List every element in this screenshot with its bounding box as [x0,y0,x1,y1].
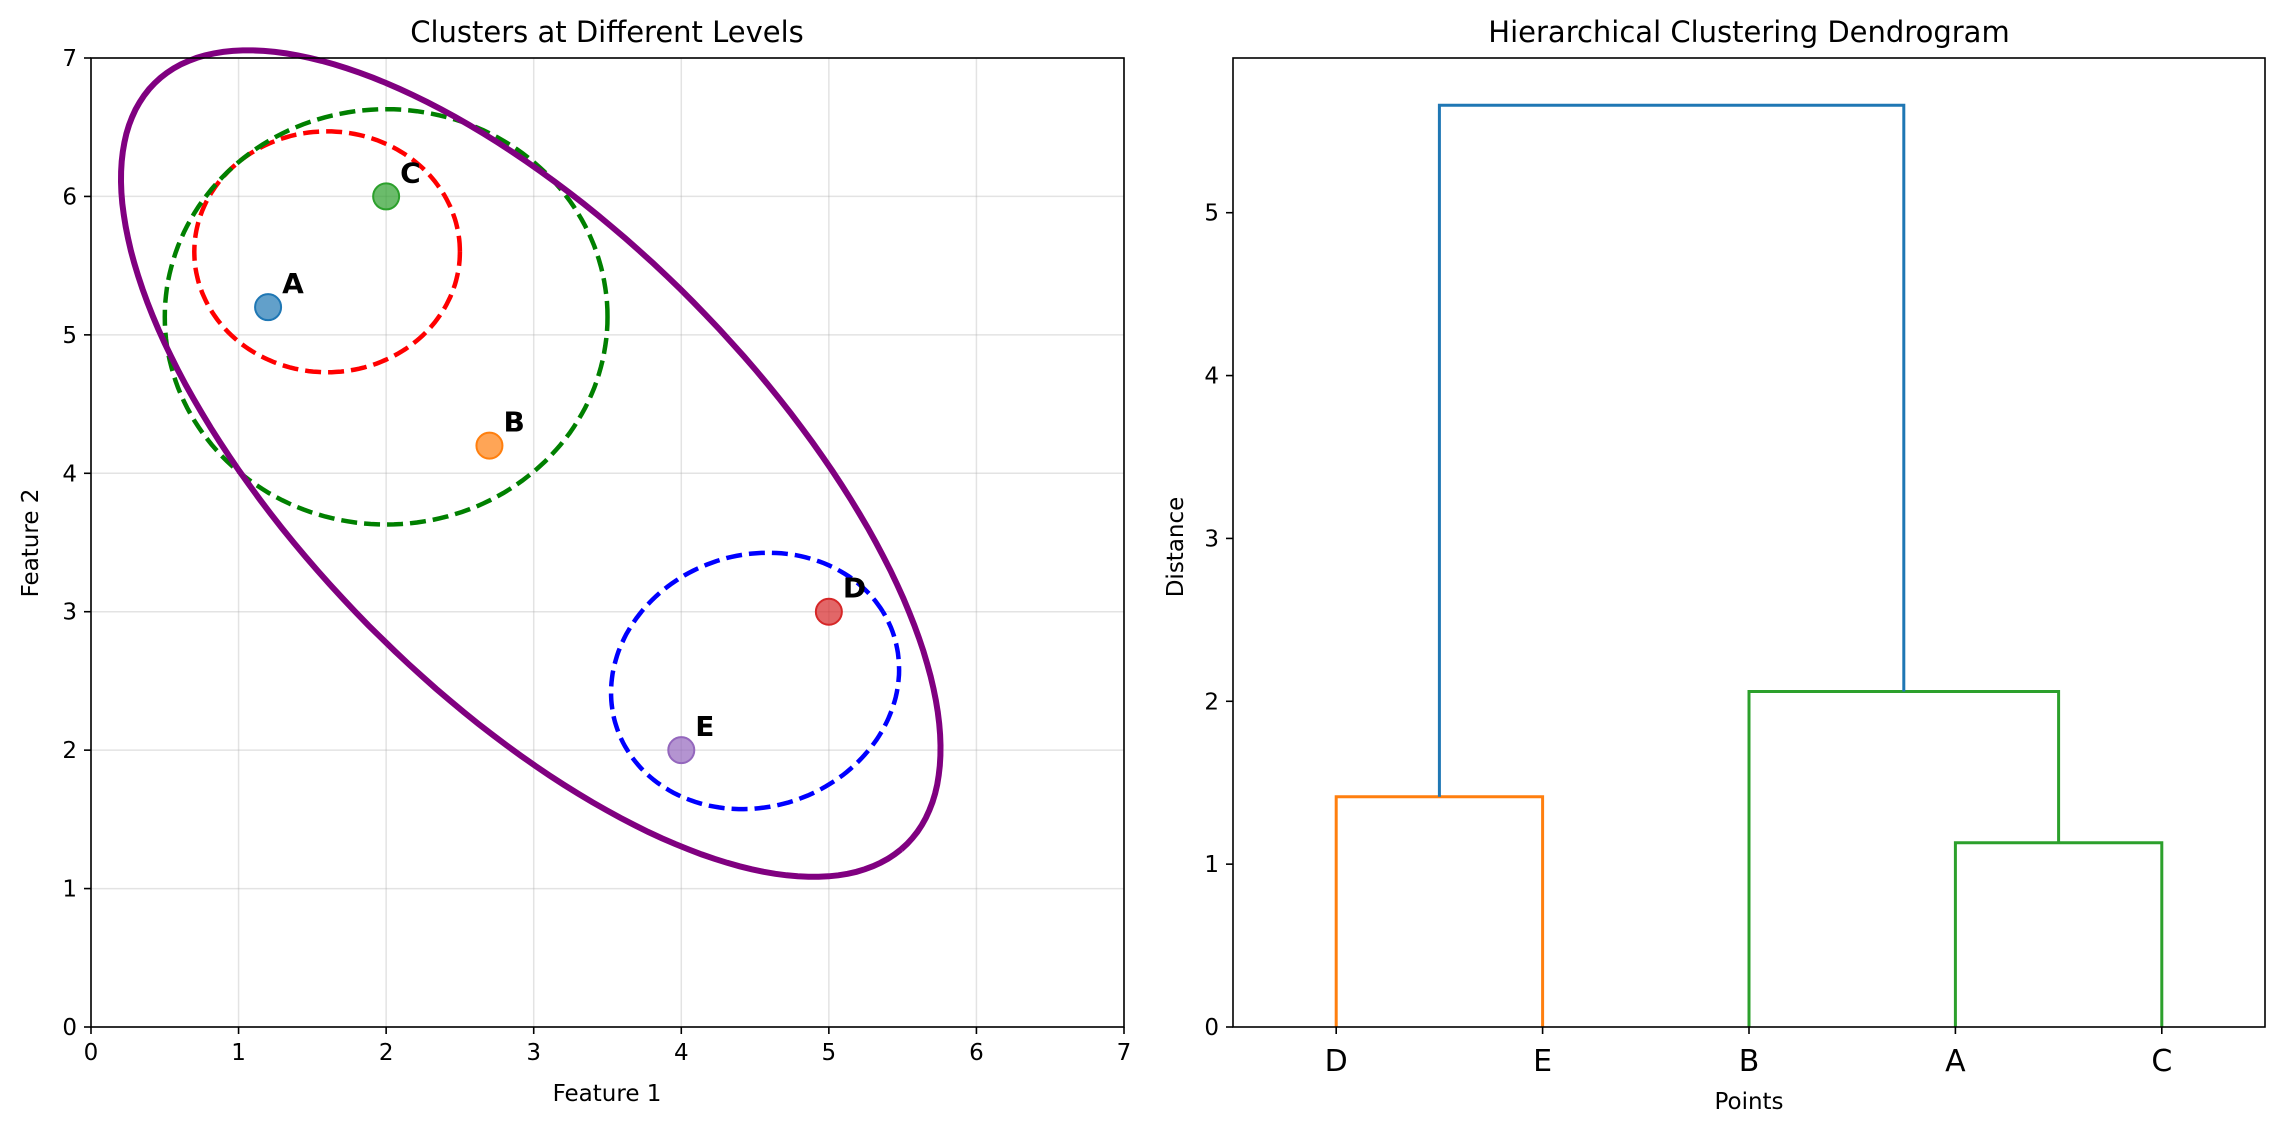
dendrogram-link-debac [1437,103,1906,797]
dendrogram-ytick-label: 1 [1204,852,1219,878]
scatter-ticks: 0 1 2 3 4 5 6 7 0 1 2 3 4 5 6 7 [62,46,1131,1066]
leaf-label-e: E [1533,1044,1552,1079]
leaf-label-a: A [1945,1044,1966,1079]
dendrogram-ticks: D E B A C 0 1 2 3 4 5 [1204,201,2172,1079]
cluster-outline-de [608,550,902,812]
scatter-ytick-label: 6 [62,184,77,210]
dendrogram-link-ac [1953,841,2164,1027]
scatter-grid [90,57,1125,1028]
dendrogram-ytick-label: 5 [1204,201,1219,227]
point-d [814,597,843,626]
cluster-outline-abcde [117,47,944,880]
scatter-xtick-label: 0 [84,1040,99,1066]
point-label-b: B [503,406,524,439]
scatter-ytick-label: 5 [62,323,77,349]
dendrogram-ytick-label: 2 [1204,689,1219,715]
dendrogram-ylabel: Distance [1163,497,1189,598]
scatter-ytick-label: 1 [62,877,77,903]
dendrogram-link-de [1334,795,1545,1027]
scatter-xtick-label: 7 [1117,1040,1132,1066]
point-e [667,736,696,765]
point-label-c: C [400,156,421,189]
scatter-frame [90,57,1125,1028]
scatter-ytick-label: 0 [62,1015,77,1041]
dendrogram-panel: Hierarchical Clustering Dendrogram D E B A C… [1163,15,2266,1115]
leaf-label-d: D [1325,1044,1348,1079]
dendrogram-ytick-label: 0 [1204,1015,1219,1041]
scatter-xtick-label: 1 [231,1040,246,1066]
point-a [254,293,283,322]
scatter-xtick-label: 2 [379,1040,394,1066]
leaf-label-b: B [1739,1044,1760,1079]
scatter-xtick-label: 3 [526,1040,541,1066]
scatter-ytick-label: 7 [62,46,77,72]
cluster-outline-ac [192,129,463,375]
scatter-panel: Clusters at Different Levels A B C D E 0 1 2 3 4… [18,15,1131,1107]
scatter-xlabel: Feature 1 [553,1081,662,1107]
scatter-title: Clusters at Different Levels [410,15,804,49]
cluster-outlines [117,47,944,880]
dendrogram-ytick-label: 3 [1204,526,1219,552]
scatter-ytick-label: 2 [62,738,77,764]
point-b [475,431,504,460]
dendrogram-ytick-label: 4 [1204,364,1219,390]
scatter-ytick-label: 3 [62,600,77,626]
leaf-label-c: C [2151,1044,2172,1079]
scatter-points: A B C D E [254,156,866,765]
scatter-xtick-label: 6 [969,1040,984,1066]
cluster-outline-abc [162,106,610,527]
scatter-ytick-label: 4 [62,461,77,487]
dendrogram-xlabel: Points [1714,1089,1783,1115]
scatter-xtick-label: 5 [822,1040,837,1066]
point-c [372,182,401,211]
scatter-xtick-label: 4 [674,1040,689,1066]
point-label-d: D [843,572,866,605]
dendrogram-link-bac [1747,690,2061,1027]
point-label-a: A [282,267,304,300]
dendrogram-links [1334,103,2164,1027]
dendrogram-title: Hierarchical Clustering Dendrogram [1488,15,2009,49]
scatter-ylabel: Feature 2 [18,489,44,598]
point-label-e: E [695,710,714,743]
